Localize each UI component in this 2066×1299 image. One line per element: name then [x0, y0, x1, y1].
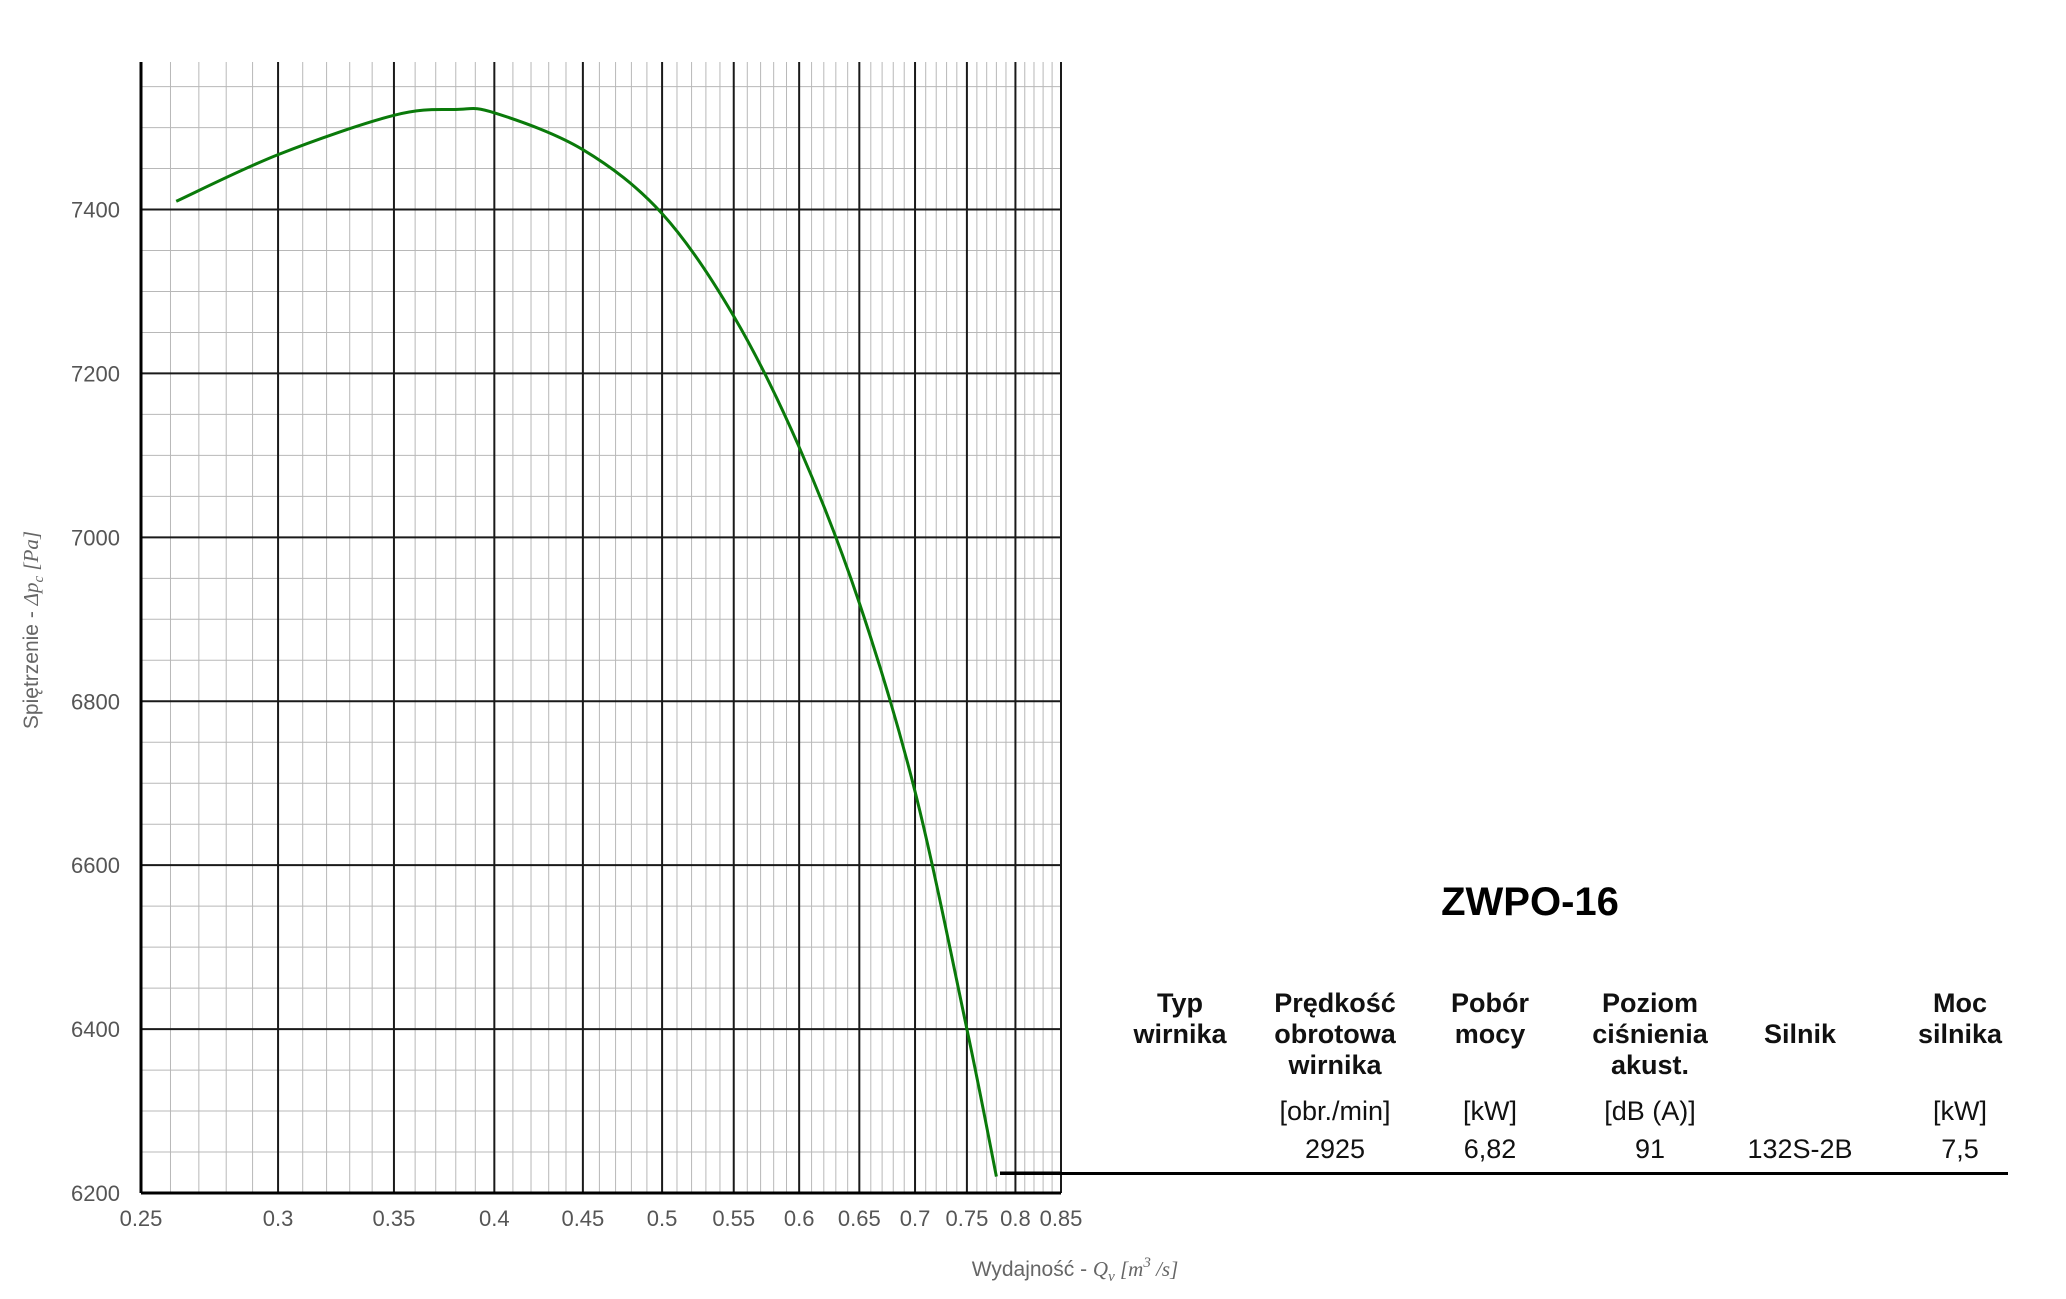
y-tick-label: 6600: [71, 853, 120, 878]
series-layer: [175, 106, 998, 1177]
unit-sound-pressure: [dB (A)]: [1604, 1096, 1696, 1126]
header-power-consumption: Pobór mocy: [1451, 988, 1529, 1049]
unit-rotational-speed: [obr./min]: [1279, 1096, 1391, 1126]
table-rule: [1000, 1172, 2008, 1175]
x-tick-label: 0.6: [784, 1206, 815, 1231]
y-tick-label: 7000: [71, 525, 120, 550]
header-motor: Silnik: [1763, 1019, 1837, 1049]
x-tick-label: 0.45: [561, 1206, 604, 1231]
y-tick-label: 6800: [71, 689, 120, 714]
unit-motor-power: [kW]: [1933, 1096, 1987, 1126]
y-tick-label: 6200: [71, 1181, 120, 1206]
x-tick-label: 0.35: [373, 1206, 416, 1231]
axes: [139, 62, 1061, 1195]
header-impeller-type: Typ wirnika: [1133, 988, 1227, 1049]
header-motor-power: Moc silnika: [1917, 988, 2003, 1049]
fan-model-title: ZWPO-16: [1441, 880, 1619, 924]
x-tick-label: 0.5: [647, 1206, 678, 1231]
y-axis-label: Spiętrzenie - Δpc [Pa]: [19, 531, 47, 729]
value-rotational-speed: 2925: [1304, 1134, 1366, 1164]
x-tick-label: 0.4: [479, 1206, 510, 1231]
x-tick-label: 0.25: [120, 1206, 163, 1231]
value-motor-power: 7,5: [1941, 1134, 1979, 1164]
x-axis-label: Wydajność - Qv [m3 /s]: [972, 1255, 1179, 1285]
y-tick-label: 7400: [71, 198, 120, 223]
y-tick-label: 7200: [71, 361, 120, 386]
unit-power-consumption: [kW]: [1463, 1096, 1517, 1126]
x-tick-label: 0.65: [838, 1206, 881, 1231]
performance-curve: [175, 106, 998, 1177]
x-tick-label: 0.55: [712, 1206, 755, 1231]
major-gridlines: [140, 62, 1062, 1194]
value-motor: 132S-2B: [1747, 1134, 1853, 1164]
y-tick-label: 6400: [71, 1017, 120, 1042]
minor-gridlines: [141, 62, 1061, 1193]
x-tick-label: 0.8: [1000, 1206, 1031, 1231]
value-power-consumption: 6,82: [1463, 1134, 1517, 1164]
header-rotational-speed: Prędkość obrotowa wirnika: [1274, 988, 1396, 1080]
header-sound-pressure: Poziom ciśnienia akust.: [1592, 988, 1708, 1080]
x-tick-label: 0.75: [945, 1206, 988, 1231]
tick-labels: 0.25 0.3 0.35 0.4 0.45 0.5 0.55 0.6 0.65 0.7 0.75 0…: [71, 198, 1082, 1231]
x-tick-label: 0.7: [900, 1206, 931, 1231]
x-tick-label: 0.3: [263, 1206, 294, 1231]
value-sound-pressure: 91: [1634, 1134, 1666, 1164]
x-tick-label: 0.85: [1040, 1206, 1083, 1231]
